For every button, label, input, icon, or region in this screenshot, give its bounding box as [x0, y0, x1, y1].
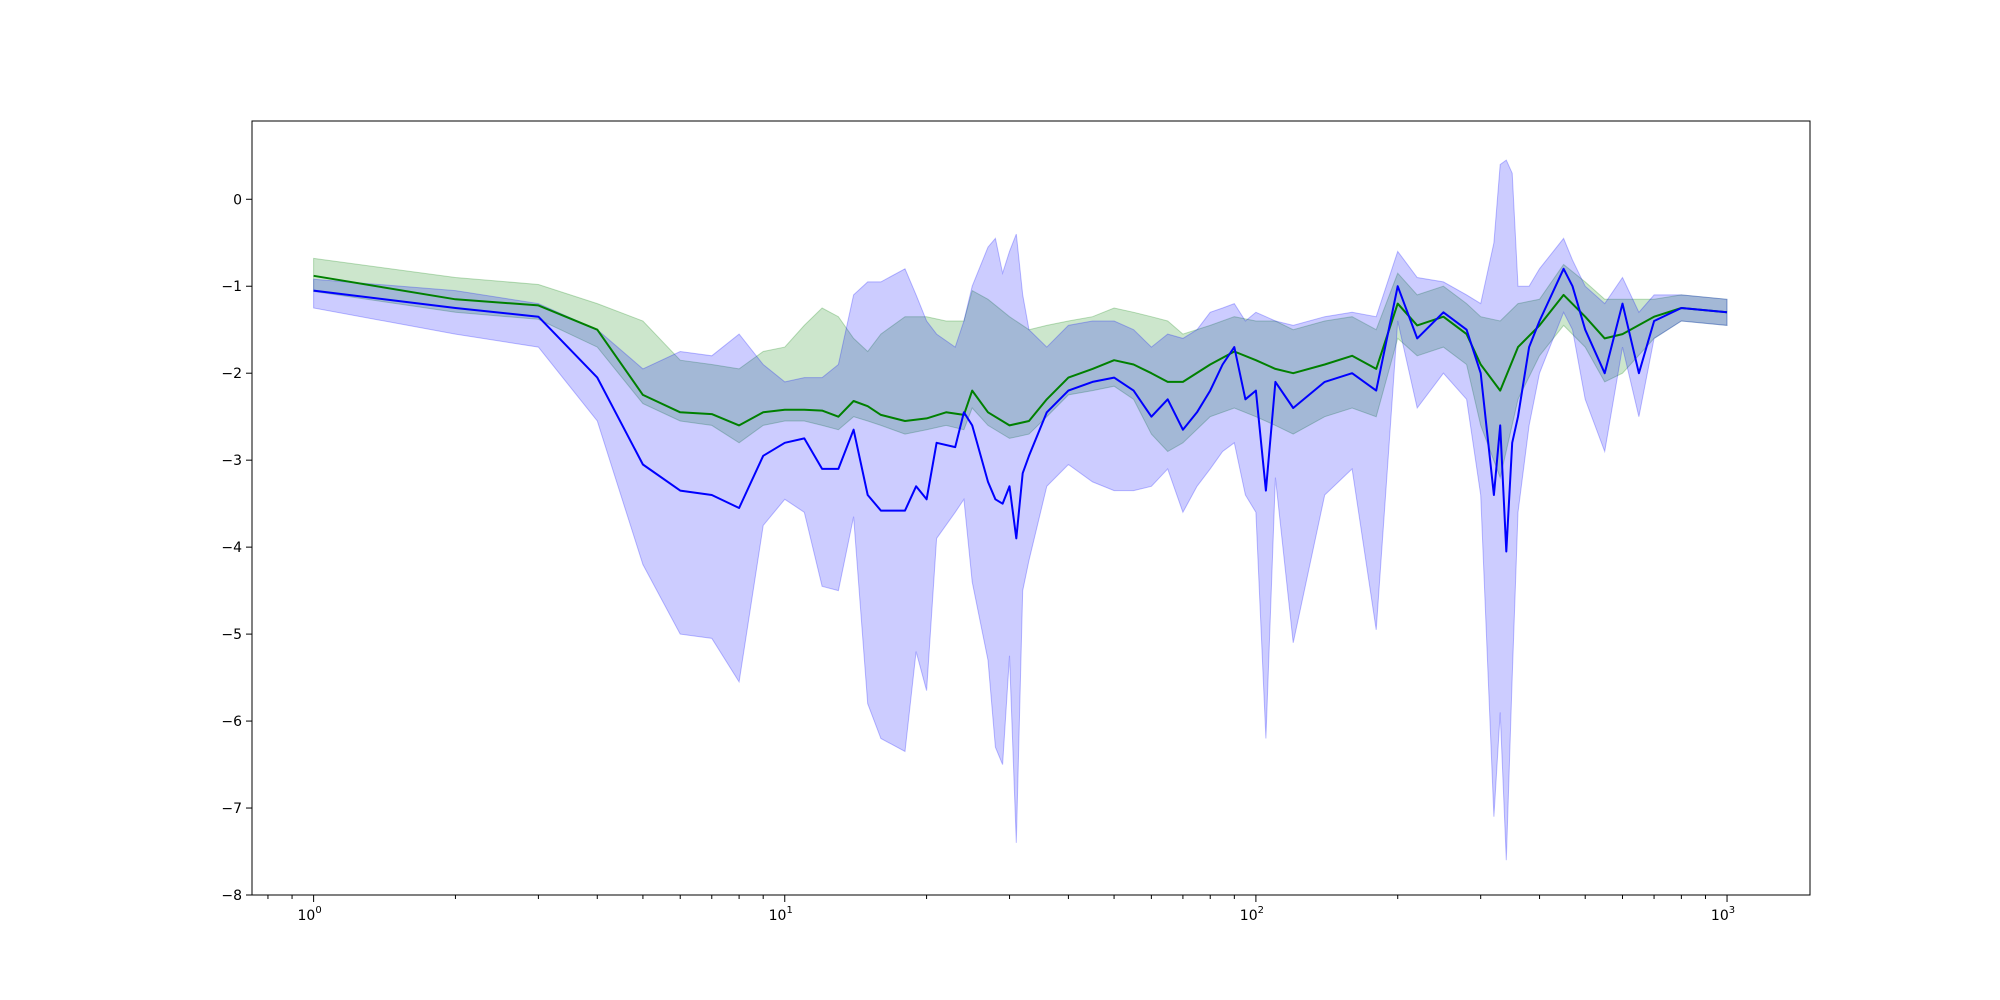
series-group: [313, 159, 1728, 861]
x-tick-label: 103: [1711, 905, 1735, 924]
y-tick-label: −8: [221, 888, 242, 904]
y-tick-label: −4: [221, 540, 242, 556]
plot-area: [313, 159, 1728, 861]
y-tick-label: −1: [221, 279, 242, 295]
series-1-band: [313, 257, 1728, 480]
series-2-line: [313, 267, 1728, 553]
series-1-line: [313, 274, 1728, 427]
y-tick-label: −6: [221, 714, 242, 730]
x-tick-label: 101: [769, 905, 793, 924]
plot-frame: [251, 120, 1811, 896]
y-tick-label: 0: [233, 192, 242, 208]
y-tick-label: −2: [221, 366, 242, 382]
series-2-band: [313, 159, 1728, 861]
axes: 0 −1 −2 −3 −4 −5 −6 −7 −8 100 101 102 103: [221, 120, 1811, 924]
y-tick-label: −7: [221, 801, 242, 817]
x-tick-label: 102: [1240, 905, 1264, 924]
y-tick-label: −5: [221, 627, 242, 643]
x-tick-label: 100: [298, 905, 322, 924]
y-tick-label: −3: [221, 453, 242, 469]
